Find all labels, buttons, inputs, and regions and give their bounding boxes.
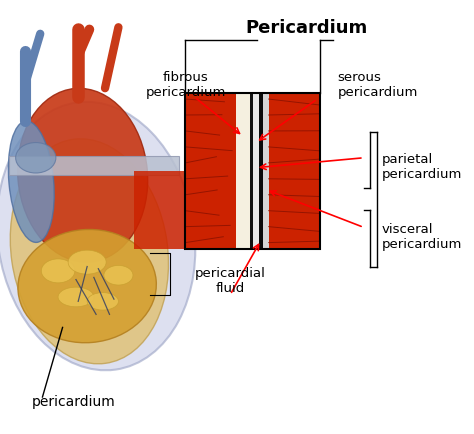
Ellipse shape [18,230,156,343]
Bar [185,93,319,250]
Text: parietal
pericardium: parietal pericardium [382,153,463,181]
Bar [134,171,185,250]
Text: pericardium: pericardium [31,395,115,408]
Text: serous
pericardium: serous pericardium [337,71,418,99]
Ellipse shape [0,102,195,371]
Bar [253,93,258,250]
Ellipse shape [18,89,148,263]
Ellipse shape [58,288,94,307]
Ellipse shape [41,259,75,283]
Bar [9,156,179,176]
Ellipse shape [16,143,56,174]
Text: fibrous
pericardium: fibrous pericardium [145,71,226,99]
Ellipse shape [87,293,118,310]
Ellipse shape [10,139,168,364]
Bar [258,93,263,250]
Bar [185,93,237,250]
Bar [250,93,253,250]
Bar [263,93,269,250]
Bar [237,93,250,250]
Ellipse shape [68,250,106,275]
Ellipse shape [104,266,133,286]
Bar [185,93,319,250]
Text: Pericardium: Pericardium [245,19,367,37]
Ellipse shape [9,122,54,243]
Text: visceral
pericardium: visceral pericardium [382,223,463,250]
Bar [269,93,319,250]
Text: pericardial
fluid: pericardial fluid [195,266,265,294]
